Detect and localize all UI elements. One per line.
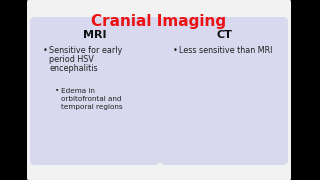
Text: orbitofrontal and: orbitofrontal and: [61, 96, 122, 102]
Text: encephalitis: encephalitis: [49, 64, 98, 73]
Text: Edema in: Edema in: [61, 88, 95, 94]
Text: temporal regions: temporal regions: [61, 104, 123, 110]
Text: period HSV: period HSV: [49, 55, 94, 64]
Text: Sensitive for early: Sensitive for early: [49, 46, 122, 55]
FancyBboxPatch shape: [27, 0, 291, 180]
Text: •: •: [55, 88, 60, 94]
FancyBboxPatch shape: [160, 17, 288, 165]
Text: CT: CT: [216, 30, 232, 40]
Text: •: •: [43, 46, 48, 55]
FancyBboxPatch shape: [30, 17, 160, 165]
Text: •: •: [173, 46, 178, 55]
Text: Less sensitive than MRI: Less sensitive than MRI: [179, 46, 272, 55]
Text: MRI: MRI: [83, 30, 107, 40]
Text: Cranial Imaging: Cranial Imaging: [92, 14, 227, 29]
